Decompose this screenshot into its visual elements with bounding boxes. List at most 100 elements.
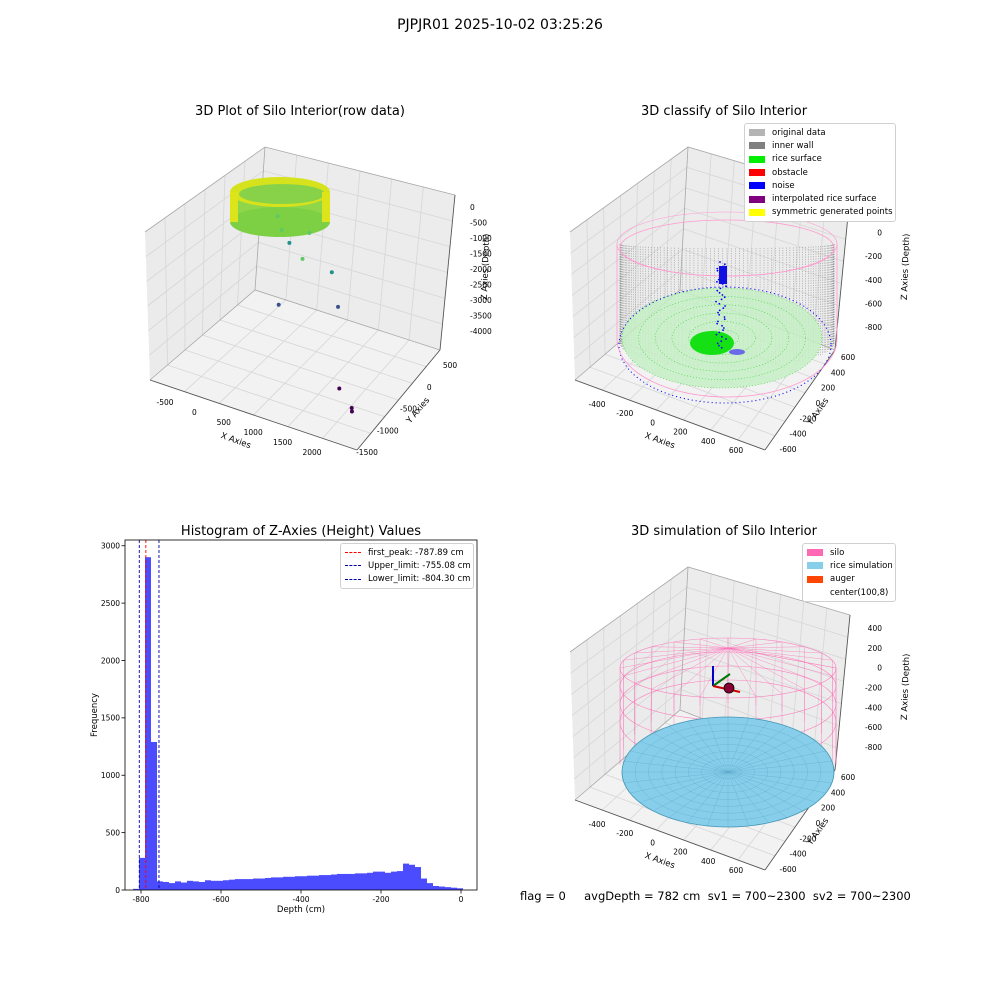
- legend-swatch: [807, 589, 823, 597]
- z-tick-label: 200: [868, 644, 883, 653]
- z-tick-label: -600: [865, 723, 882, 732]
- histogram-bar: [277, 877, 283, 890]
- histogram-bar: [193, 881, 199, 890]
- noise-point: [723, 263, 726, 266]
- histogram-bar: [373, 871, 379, 890]
- grid-line: [570, 167, 688, 254]
- grid-line: [256, 265, 443, 325]
- histogram-bar: [169, 883, 175, 890]
- x-tick-label: 0: [650, 838, 655, 847]
- grid-line: [573, 248, 683, 339]
- z-tick-label: -400: [865, 276, 882, 285]
- noise-point: [719, 261, 721, 263]
- histogram-bar: [253, 878, 259, 890]
- histogram-bar: [355, 873, 361, 890]
- legend-swatch: [749, 208, 765, 216]
- noise-point: [723, 316, 726, 318]
- legend-swatch: [807, 549, 823, 557]
- y-tick-label: -400: [789, 850, 806, 859]
- noise-cluster: [729, 349, 745, 355]
- grid-line: [603, 627, 606, 775]
- cylinder-edge-left: [230, 192, 238, 222]
- outlier-point: [279, 227, 284, 232]
- histogram-bar: [223, 880, 229, 890]
- histogram-bar: [217, 880, 223, 890]
- z-axis-line: [834, 614, 851, 771]
- legend-label: rice simulation: [830, 560, 893, 571]
- x-tick-label: 200: [673, 428, 688, 437]
- noise-point: [716, 342, 719, 345]
- grid-line: [572, 648, 684, 737]
- histogram-bar: [205, 880, 211, 890]
- x-tick-label: -500: [156, 398, 173, 407]
- y-tick-label: 0: [427, 383, 432, 392]
- histogram-bar: [343, 873, 349, 890]
- x-tick-label: 1000: [244, 428, 263, 437]
- noise-cluster: [719, 266, 727, 284]
- outlier-point: [349, 409, 354, 414]
- histogram-bar: [187, 880, 193, 890]
- grid-line: [571, 607, 686, 695]
- histogram-bar: [433, 885, 439, 890]
- outlier-point: [275, 214, 280, 219]
- grid-line: [570, 587, 688, 674]
- cylinder-edge-right: [322, 192, 330, 222]
- y-tick-label: -500: [400, 405, 417, 414]
- noise-point: [722, 327, 725, 329]
- z-tick-label: -800: [865, 323, 882, 332]
- histogram-bar: [175, 881, 181, 890]
- legend-label: Lower_limit: -804.30 cm: [368, 574, 471, 585]
- rice-surface-ring: [671, 312, 773, 364]
- histogram-bar: [259, 878, 265, 890]
- histogram-bar: [445, 887, 451, 890]
- silo-roof-wire: [699, 638, 729, 649]
- grid-line: [237, 304, 427, 368]
- legend-label: inner wall: [772, 140, 814, 151]
- grid-line: [589, 366, 776, 437]
- noise-point: [718, 291, 721, 294]
- legend-entry: first_peak: -787.89 cm: [345, 546, 468, 559]
- histogram-bar: [391, 871, 397, 890]
- noise-point: [715, 333, 718, 336]
- grid-line: [684, 207, 844, 262]
- y-tick-label: 1000: [101, 771, 120, 780]
- y-tick-label: -200: [799, 834, 816, 843]
- grid-line: [746, 587, 758, 736]
- x-axis-line: [574, 379, 766, 451]
- grid-line: [686, 587, 848, 638]
- legend-entry: rice simulation: [807, 559, 893, 572]
- pane-edge: [679, 566, 689, 711]
- histogram-bar: [139, 857, 145, 890]
- legend-label: noise: [772, 180, 795, 191]
- outlier-point: [300, 256, 305, 261]
- rice-surface-ring: [621, 287, 823, 389]
- histogram-bar: [151, 741, 157, 890]
- noise-point: [716, 269, 719, 272]
- silo-roof-wire: [727, 646, 805, 649]
- histogram-title: Histogram of Z-Axies (Height) Values: [180, 524, 422, 539]
- legend-swatch: [749, 169, 765, 177]
- noise-point: [725, 338, 727, 340]
- back-pane-left: [570, 147, 688, 380]
- noise-point: [718, 302, 721, 305]
- silo-roof-wire: [727, 647, 833, 661]
- y-tick-label: -600: [779, 445, 796, 454]
- z-tick-label: 0: [470, 203, 475, 212]
- plot2-title: 3D classify of Silo Interior: [640, 104, 808, 119]
- legend-entry: interpolated rice surface: [749, 192, 890, 205]
- noise-point: [725, 285, 727, 288]
- rice-surface-ring: [705, 329, 739, 347]
- noise-point: [717, 320, 719, 323]
- noise-point: [715, 300, 717, 303]
- grid-line: [649, 591, 655, 736]
- x-tick-label: 2000: [302, 448, 321, 457]
- histogram-bar: [199, 881, 205, 890]
- histogram-bar: [385, 872, 391, 890]
- y-tick-label: 2000: [101, 656, 120, 665]
- legend-entry: original data: [749, 126, 890, 139]
- grid-line: [682, 248, 840, 307]
- noise-point: [721, 294, 724, 296]
- silo-roof-wire: [727, 647, 822, 654]
- z-axis-label: Z Axies (Depth): [900, 233, 912, 300]
